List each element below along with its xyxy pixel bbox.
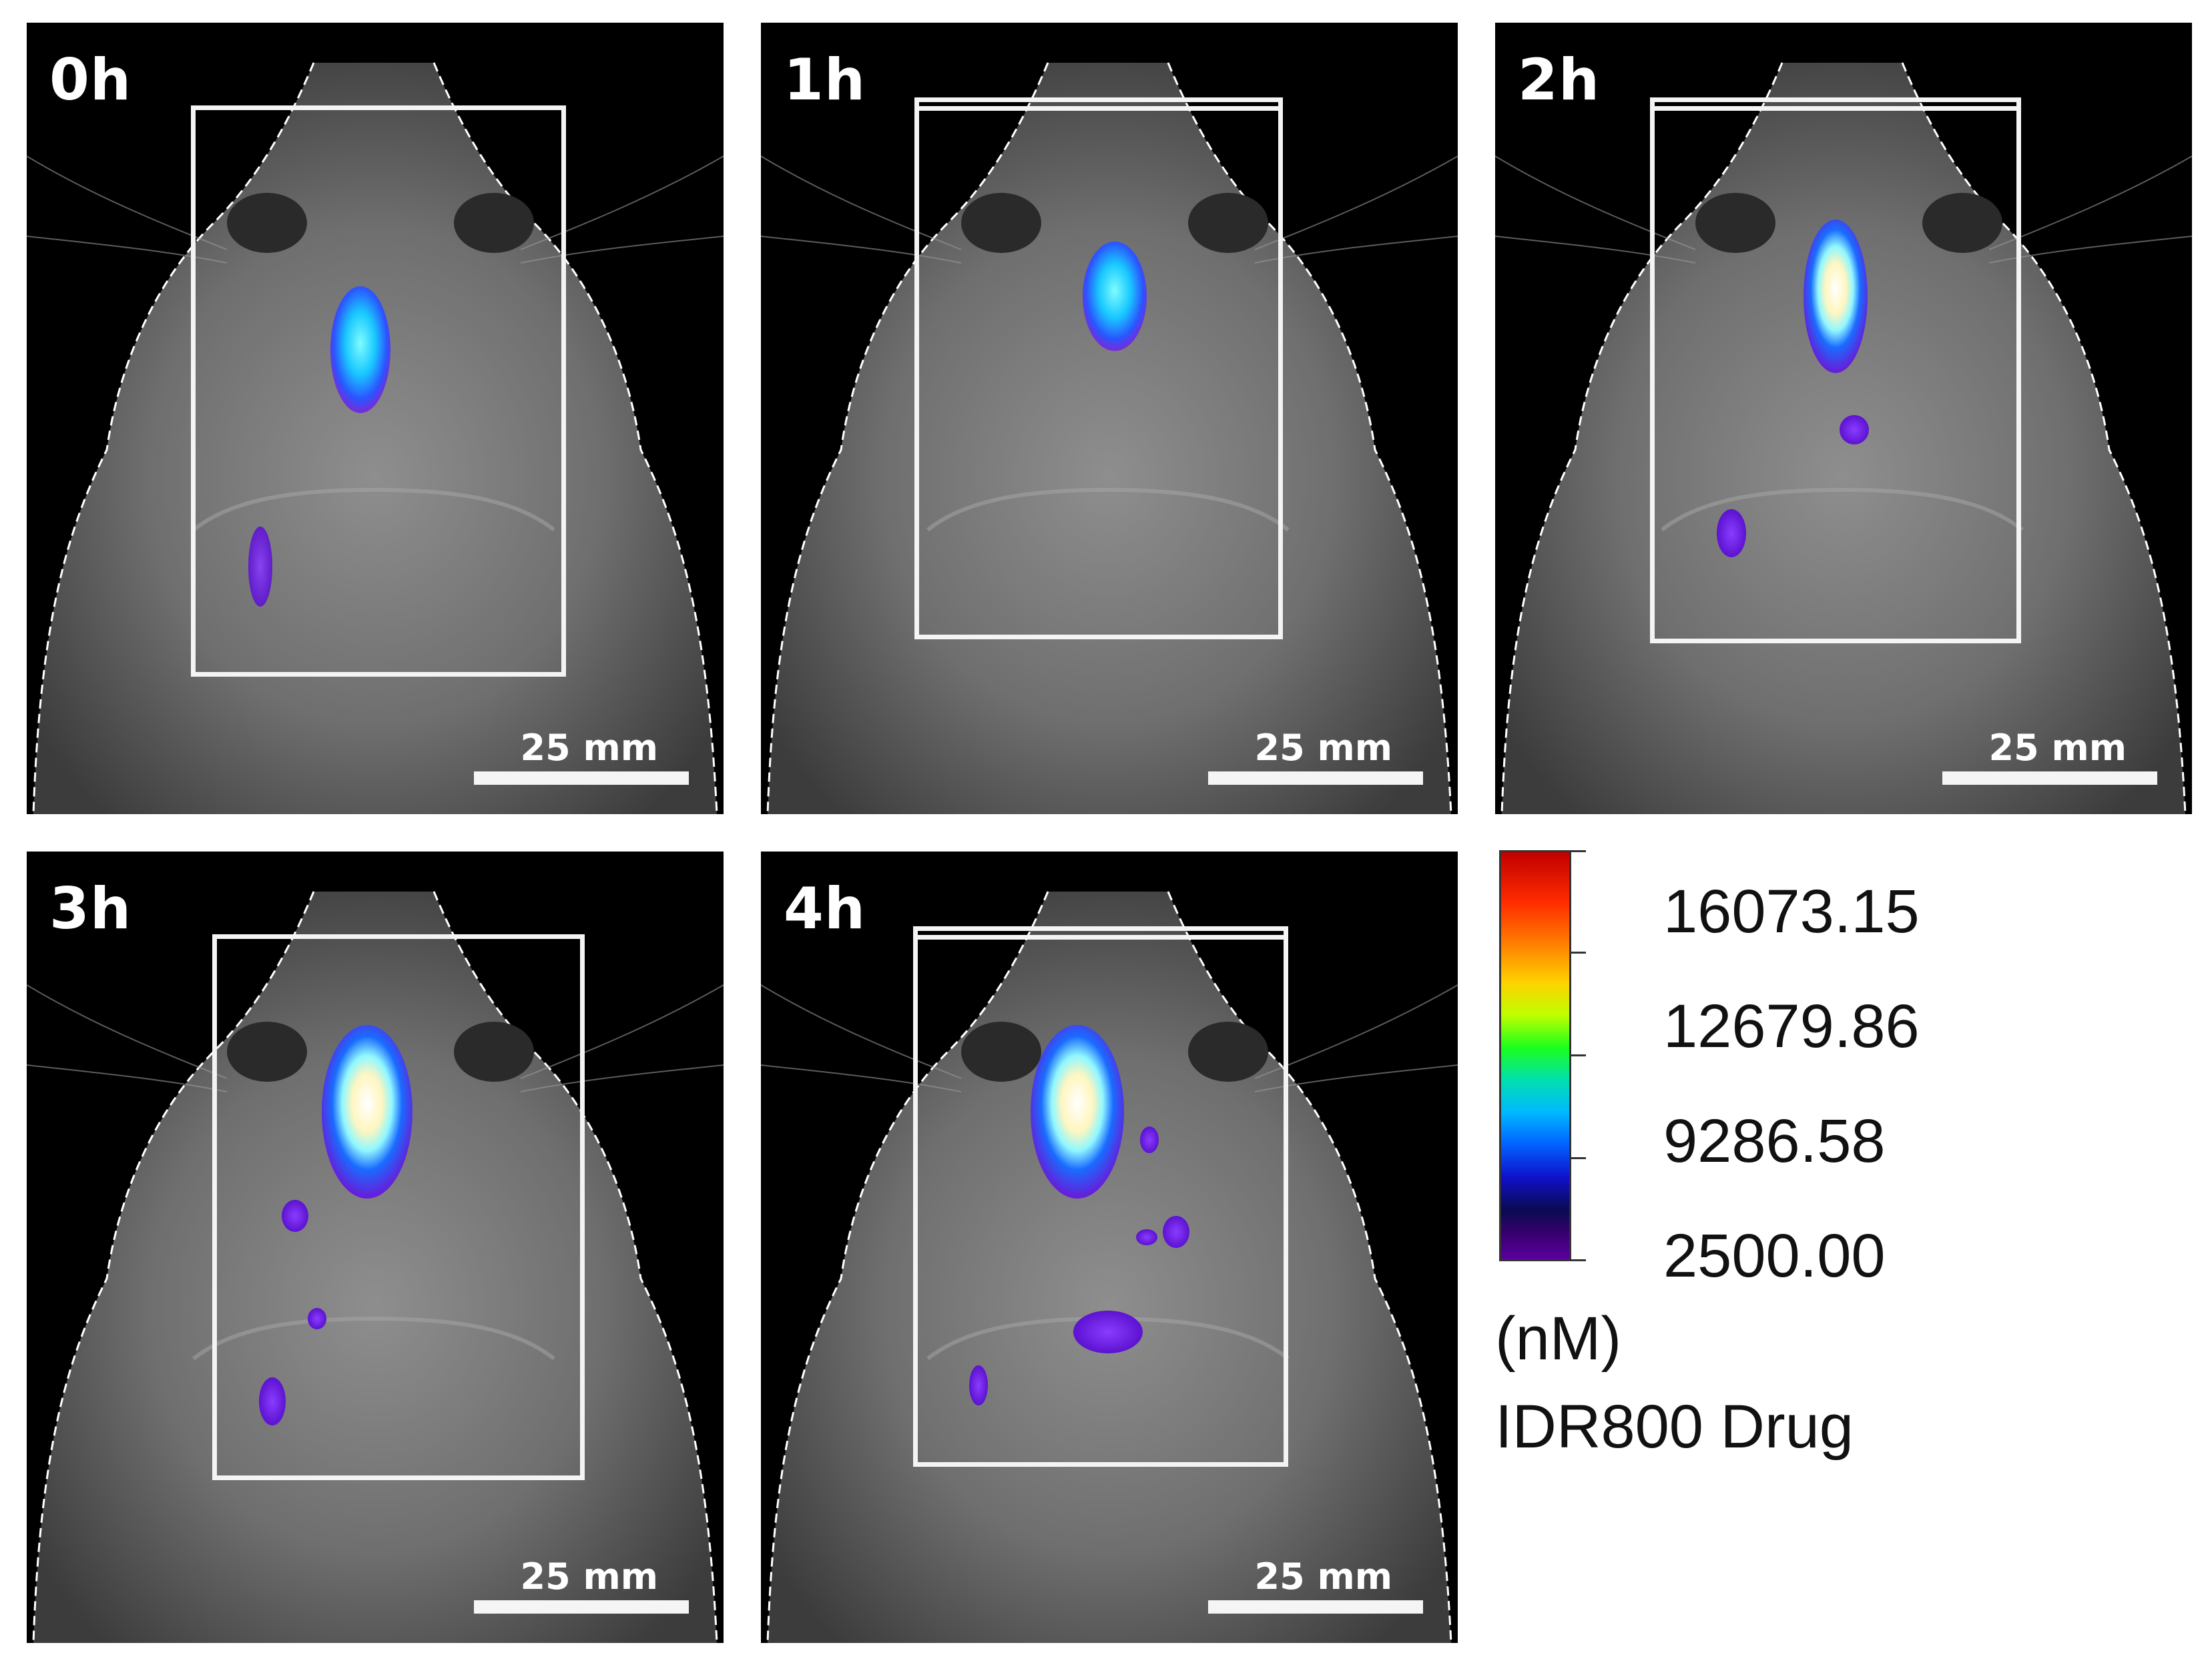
fluorescence-spot (282, 1200, 308, 1232)
fluorescence-spot (1163, 1216, 1189, 1248)
color-bar (1499, 850, 1571, 1261)
scale-bar (1208, 771, 1423, 785)
color-bar-tick (1571, 1259, 1586, 1261)
image-panel-4h: 4h 25 mm (761, 852, 1458, 1643)
fluorescence-spot (308, 1308, 326, 1329)
legend-label: IDR800 Drug (1495, 1393, 1854, 1461)
color-bar-tick-label: 2500.00 (1663, 1222, 1886, 1290)
time-label: 1h (784, 47, 866, 113)
roi-rectangle (914, 97, 1283, 639)
fluorescence-signal (1083, 242, 1147, 351)
color-bar-tick (1571, 1157, 1586, 1159)
roi-rectangle (212, 934, 585, 1480)
scale-bar-label: 25 mm (1988, 727, 2127, 769)
color-bar-tick-label: 16073.15 (1663, 878, 1920, 946)
scale-bar-label: 25 mm (520, 1556, 658, 1598)
fluorescence-spot (1717, 509, 1746, 557)
color-bar-tick (1571, 1054, 1586, 1056)
color-bar-tick-label: 12679.86 (1663, 992, 1920, 1060)
fluorescence-signal (1031, 1025, 1124, 1199)
fluorescence-signal (330, 286, 390, 413)
fluorescence-spot (1840, 415, 1869, 444)
mouse-image (1495, 23, 2192, 814)
scale-bar (474, 1600, 689, 1614)
image-panel-0h: 0h 25 mm (27, 23, 724, 814)
fluorescence-spot (248, 527, 272, 607)
color-bar-tick-label: 9286.58 (1663, 1107, 1886, 1175)
fluorescence-signal (322, 1025, 412, 1199)
fluorescence-spot (969, 1365, 988, 1405)
fluorescence-spot (1136, 1229, 1157, 1245)
fluorescence-spot (1073, 1311, 1143, 1353)
color-bar-tick (1571, 850, 1586, 852)
scale-bar-label: 25 mm (1254, 1556, 1392, 1598)
scale-bar (474, 771, 689, 785)
fluorescence-signal (1804, 220, 1868, 373)
scale-bar (1208, 1600, 1423, 1614)
mouse-image (27, 852, 724, 1643)
scale-bar (1942, 771, 2157, 785)
mouse-image (27, 23, 724, 814)
time-label: 4h (784, 876, 866, 942)
image-panel-3h: 3h 25 mm (27, 852, 724, 1643)
mouse-image (761, 23, 1458, 814)
fluorescence-spot (1140, 1126, 1159, 1153)
time-label: 3h (49, 876, 132, 942)
image-panel-1h: 1h 25 mm (761, 23, 1458, 814)
time-label: 0h (49, 47, 132, 113)
time-label: 2h (1518, 47, 1601, 113)
scale-bar-label: 25 mm (1254, 727, 1392, 769)
color-scale-legend: 16073.15 12679.86 9286.58 2500.00 (nM) I… (1495, 848, 2196, 1488)
roi-rectangle (913, 926, 1288, 1467)
mouse-image (761, 852, 1458, 1643)
image-panel-2h: 2h 25 mm (1495, 23, 2192, 814)
roi-rectangle (1650, 97, 2021, 643)
scale-bar-label: 25 mm (520, 727, 658, 769)
roi-rectangle (191, 105, 566, 677)
fluorescence-spot (259, 1377, 286, 1425)
color-bar-tick (1571, 952, 1586, 954)
legend-unit: (nM) (1495, 1305, 1622, 1373)
